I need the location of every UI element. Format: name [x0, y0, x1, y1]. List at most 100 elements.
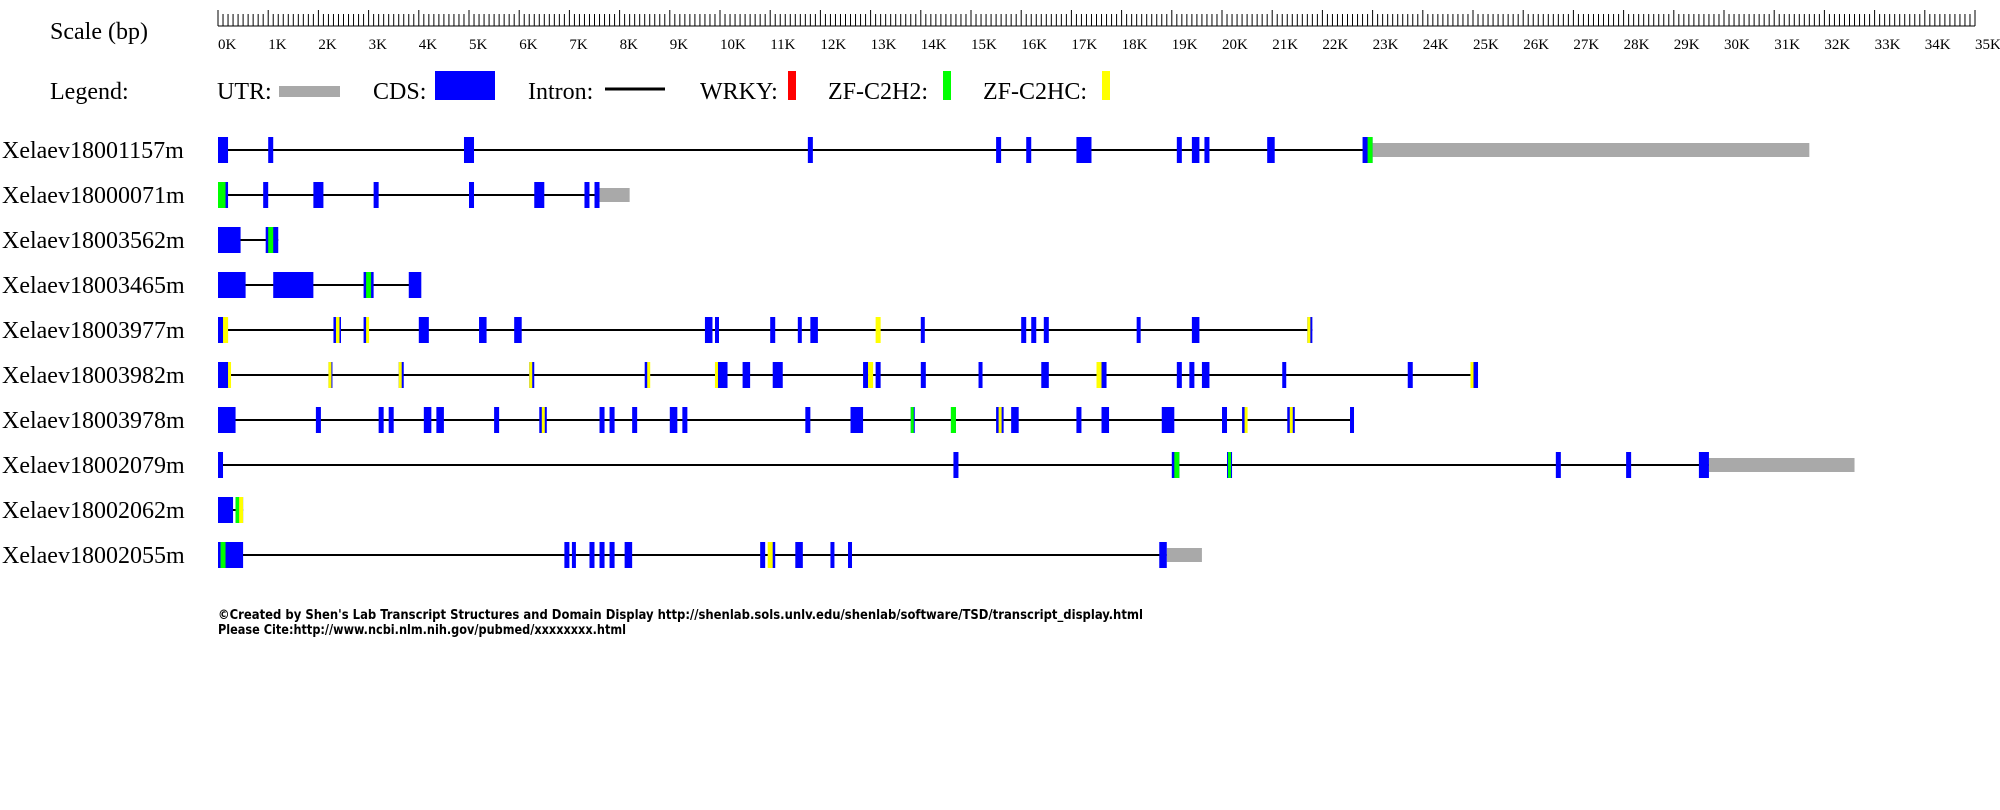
legend-cds-swatch — [435, 71, 495, 100]
cds-exon — [1189, 362, 1195, 388]
zf-c2h2-domain — [268, 227, 274, 253]
cds-exon — [850, 407, 864, 433]
cds-exon — [1201, 362, 1210, 388]
cds-exon — [514, 317, 522, 343]
transcript-name: Xelaev18003978m — [2, 408, 185, 434]
axis-tick-label: 26K — [1523, 37, 1549, 53]
cds-exon — [263, 182, 269, 208]
zf-c2hc-domain — [239, 497, 244, 523]
zf-c2hc-domain — [398, 362, 402, 388]
cds-exon — [218, 497, 234, 523]
zf-c2hc-domain — [1470, 362, 1474, 388]
cds-exon — [1076, 407, 1082, 433]
axis-tick-label: 17K — [1071, 37, 1097, 53]
transcript-name: Xelaev18001157m — [2, 138, 184, 164]
cds-exon — [1043, 317, 1049, 343]
axis-tick-label: 33K — [1875, 37, 1901, 53]
axis-tick-label: 5K — [469, 37, 488, 53]
transcript-name: Xelaev18002079m — [2, 453, 185, 479]
axis-tick-label: 16K — [1021, 37, 1047, 53]
cds-exon — [1555, 452, 1561, 478]
scale-label: Scale (bp) — [50, 19, 148, 45]
legend-utr-swatch — [279, 86, 340, 97]
zf-c2h2-domain — [910, 407, 914, 433]
cds-exon — [1176, 137, 1182, 163]
legend-wrky-label: WRKY: — [700, 79, 778, 105]
cds-exon — [218, 272, 246, 298]
cds-exon — [218, 452, 224, 478]
axis-tick-label: 27K — [1573, 37, 1599, 53]
cds-exon — [795, 542, 803, 568]
zf-c2h2-domain — [218, 182, 226, 208]
legend-wrky-swatch — [788, 71, 796, 100]
axis-tick-label: 2K — [318, 37, 337, 53]
axis-tick-label: 9K — [670, 37, 689, 53]
zf-c2hc-domain — [529, 362, 533, 388]
cds-exon — [1176, 362, 1182, 388]
cds-exon — [682, 407, 688, 433]
axis-tick-label: 13K — [871, 37, 897, 53]
cds-exon — [1698, 452, 1709, 478]
cds-exon — [584, 182, 590, 208]
legend-intron-label: Intron: — [528, 79, 593, 105]
cds-exon — [1191, 137, 1200, 163]
cds-exon — [1101, 407, 1110, 433]
transcript-row: Xelaev18003982m — [2, 362, 1479, 389]
cds-exon — [599, 407, 605, 433]
cds-exon — [920, 362, 926, 388]
cds-exon — [742, 362, 751, 388]
cds-exon — [571, 542, 576, 568]
cds-exon — [463, 137, 475, 163]
axis-tick-label: 21K — [1272, 37, 1298, 53]
cds-exon — [268, 137, 274, 163]
transcript-name: Xelaev18002055m — [2, 543, 185, 569]
transcript-row: Xelaev18002079m — [2, 452, 1855, 479]
legend-zf-c2hc-swatch — [1102, 71, 1110, 100]
cds-exon — [1350, 407, 1355, 433]
cds-exon — [273, 272, 314, 298]
cds-exon — [218, 227, 241, 253]
axis-tick-label: 30K — [1724, 37, 1750, 53]
zf-c2hc-domain — [366, 317, 370, 343]
utr-block — [599, 188, 630, 202]
zf-c2h2-domain — [366, 272, 372, 298]
cds-exon — [373, 182, 379, 208]
zf-c2h2-domain — [220, 542, 226, 568]
cds-exon — [609, 542, 615, 568]
cds-exon — [218, 317, 229, 343]
axis-tick-label: 12K — [820, 37, 846, 53]
zf-c2h2-domain — [235, 497, 240, 523]
cds-exon — [772, 362, 783, 388]
axis-tick-label: 35K — [1975, 37, 2000, 53]
cds-exon — [494, 407, 500, 433]
cds-exon — [388, 407, 394, 433]
cds-exon — [1191, 317, 1200, 343]
zf-c2h2-domain — [1174, 452, 1180, 478]
transcript-name: Xelaev18003562m — [2, 228, 185, 254]
transcript-row: Xelaev18001157m — [2, 137, 1810, 164]
cds-exon — [953, 452, 959, 478]
utr-block — [1372, 143, 1810, 157]
axis-tick-label: 4K — [419, 37, 438, 53]
legend-utr-label: UTR: — [217, 79, 272, 105]
zf-c2hc-domain — [1096, 362, 1102, 388]
cds-exon — [805, 407, 811, 433]
zf-c2hc-domain — [228, 362, 232, 388]
zf-c2hc-domain — [714, 362, 718, 388]
axis-tick-label: 25K — [1473, 37, 1499, 53]
cds-exon — [418, 317, 429, 343]
cds-exon — [669, 407, 678, 433]
axis-tick-label: 34K — [1925, 37, 1951, 53]
zf-c2h2-domain — [1367, 137, 1373, 163]
axis-tick-label: 15K — [971, 37, 997, 53]
transcript-row: Xelaev18003977m — [2, 317, 1313, 344]
axis-tick-label: 8K — [620, 37, 639, 53]
transcript-name: Xelaev18003465m — [2, 273, 185, 299]
legend-cds-label: CDS: — [373, 79, 426, 105]
transcript-row: Xelaev18002062m — [2, 497, 244, 524]
legend-zf-c2h2-swatch — [943, 71, 951, 100]
legend-title: Legend: — [50, 79, 129, 105]
axis-tick-label: 0K — [218, 37, 237, 53]
transcript-name: Xelaev18003982m — [2, 363, 185, 389]
cds-exon — [564, 542, 570, 568]
